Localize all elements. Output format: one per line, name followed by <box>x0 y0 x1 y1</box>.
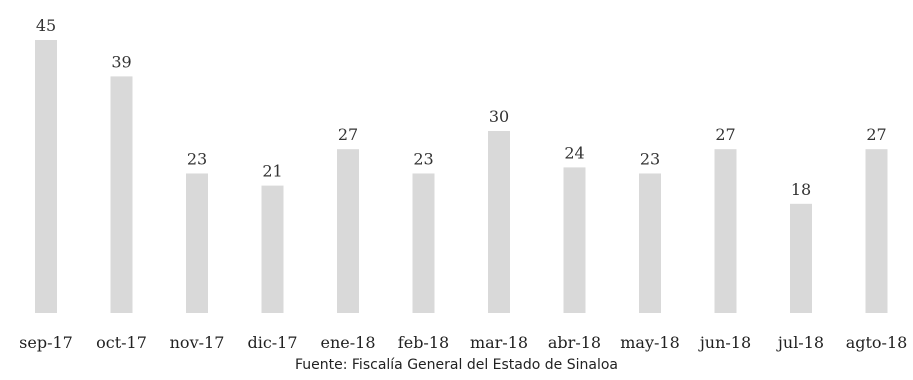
source-note: Fuente: Fiscalía General del Estado de S… <box>294 357 618 373</box>
data-label-dic-17: 21 <box>262 162 282 181</box>
x-tick-mar-18: mar-18 <box>470 333 528 352</box>
bar-chart: 45 sep-17 39 oct-17 23 nov-17 21 dic-17 27 ene-18… <box>19 16 908 352</box>
data-label-may-18: 23 <box>640 149 660 168</box>
x-tick-sep-17: sep-17 <box>19 333 73 352</box>
bar-nov-17 <box>186 173 208 313</box>
bar-abr-18 <box>563 167 586 313</box>
x-tick-dic-17: dic-17 <box>247 333 297 352</box>
data-label-jun-18: 27 <box>715 125 735 144</box>
x-tick-nov-17: nov-17 <box>170 333 225 352</box>
bar-agto-18 <box>865 149 888 313</box>
x-tick-abr-18: abr-18 <box>548 333 601 352</box>
data-label-mar-18: 30 <box>489 107 509 126</box>
x-tick-agto-18: agto-18 <box>846 333 908 352</box>
x-tick-jul-18: jul-18 <box>776 333 824 352</box>
bar-jun-18 <box>714 149 737 313</box>
bar-mar-18 <box>488 131 510 313</box>
data-label-nov-17: 23 <box>187 149 207 168</box>
x-tick-feb-18: feb-18 <box>398 333 449 352</box>
data-label-abr-18: 24 <box>564 143 584 162</box>
bar-ene-18 <box>337 149 359 313</box>
x-tick-oct-17: oct-17 <box>96 333 147 352</box>
data-label-jul-18: 18 <box>791 180 811 199</box>
bar-dic-17 <box>261 185 284 313</box>
data-label-ene-18: 27 <box>338 125 358 144</box>
x-tick-may-18: may-18 <box>620 333 680 352</box>
bar-sep-17 <box>35 40 57 313</box>
bar-may-18 <box>639 173 661 313</box>
bar-jul-18 <box>790 203 812 313</box>
data-label-oct-17: 39 <box>111 52 131 71</box>
x-tick-jun-18: jun-18 <box>698 333 751 352</box>
data-label-agto-18: 27 <box>866 125 886 144</box>
data-label-sep-17: 45 <box>36 16 56 35</box>
x-tick-ene-18: ene-18 <box>320 333 375 352</box>
bar-feb-18 <box>412 173 435 313</box>
data-label-feb-18: 23 <box>413 149 433 168</box>
bar-oct-17 <box>110 76 133 314</box>
